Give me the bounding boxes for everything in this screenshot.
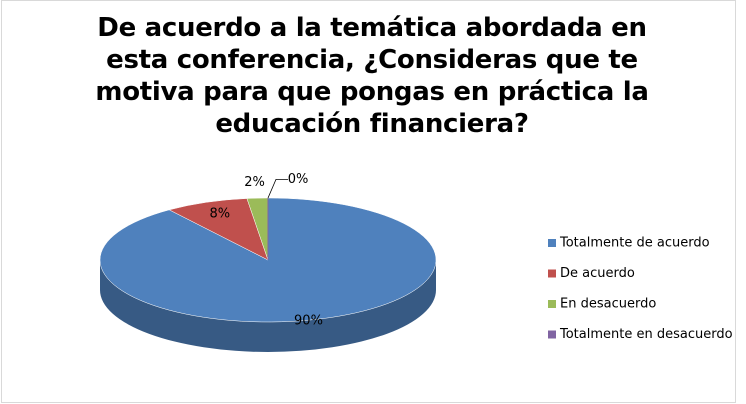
legend-label: En desacuerdo: [560, 297, 656, 312]
legend-label: Totalmente de acuerdo: [559, 236, 710, 251]
legend-label: Totalmente en desacuerdo: [559, 327, 733, 342]
legend-label: De acuerdo: [560, 266, 635, 281]
data-label: 2%: [244, 175, 265, 190]
legend-swatch: [548, 269, 556, 278]
legend-swatch: [548, 239, 556, 247]
legend-swatch: [548, 300, 556, 308]
data-label: 0%: [288, 172, 309, 187]
leader-line: [267, 179, 288, 199]
data-label: 8%: [209, 206, 230, 221]
legend-swatch: [548, 330, 556, 339]
pie-side: [100, 260, 436, 352]
data-label: 90%: [294, 314, 323, 329]
chart-title: De acuerdo a la temática abordada en est…: [95, 13, 649, 139]
